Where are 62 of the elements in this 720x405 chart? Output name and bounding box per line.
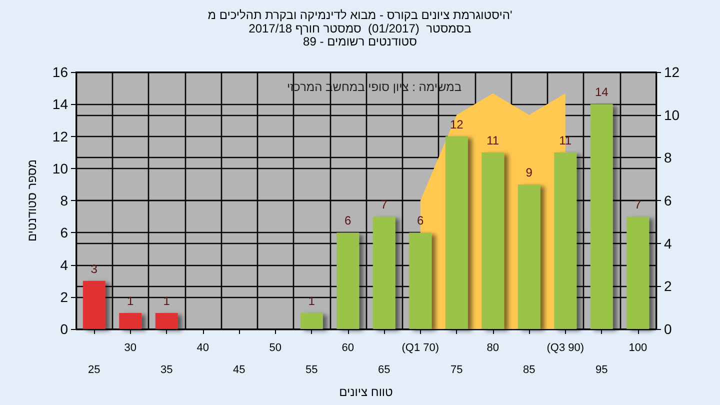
x-tick-label: 95	[596, 364, 608, 376]
y-tick-label: 8	[60, 192, 68, 208]
y-axis-title: מספר סטודנטים	[25, 159, 39, 242]
x-tick-label: 40	[196, 342, 209, 354]
data-label: 6	[417, 214, 424, 228]
x-tick-label: 65	[378, 364, 390, 376]
y-tick-label: 12	[52, 128, 68, 144]
x-tick-label: (Q1 70)	[402, 342, 440, 354]
x-tick-label: 30	[124, 342, 136, 354]
y2-tick-label: 8	[664, 150, 672, 166]
data-label: 1	[163, 294, 170, 308]
data-label: 11	[486, 133, 500, 148]
data-label: 12	[450, 117, 464, 132]
x-axis-title: טווח ציונים	[339, 384, 394, 399]
data-label: 3	[90, 262, 98, 276]
x-tick-label: 75	[450, 364, 463, 376]
bar	[518, 184, 540, 329]
x-tick-label: 80	[486, 342, 499, 354]
x-tick-label: 85	[523, 364, 536, 376]
x-tick-label: 50	[269, 342, 282, 354]
y2-tick-label: 2	[664, 278, 672, 294]
x-tick-label: 25	[88, 364, 100, 376]
data-label: 7	[634, 198, 642, 212]
data-label: 1	[127, 294, 134, 308]
y-tick-label: 0	[60, 321, 68, 337]
bar	[372, 216, 396, 329]
data-label: 9	[526, 165, 533, 180]
bar	[336, 232, 360, 329]
data-label: 14	[594, 85, 609, 100]
x-tick-label: 60	[342, 342, 354, 354]
bar	[409, 232, 432, 329]
bar	[482, 152, 504, 329]
bar	[590, 104, 613, 329]
chart-title: היסטוגרמת ציונים בקורס - מבוא לדינמיקה ובקרת תהליכים מ'	[208, 8, 512, 22]
x-tick-label: 45	[233, 364, 246, 376]
bar	[445, 136, 468, 329]
data-label: 6	[344, 214, 352, 228]
data-label: 1	[308, 294, 316, 308]
y2-tick-label: 12	[664, 64, 680, 80]
bar	[300, 312, 323, 329]
data-label: 7	[380, 198, 388, 212]
x-tick-label: 55	[306, 364, 318, 376]
y-tick-label: 14	[52, 96, 68, 112]
bar	[82, 280, 106, 329]
bar	[626, 216, 650, 329]
y2-tick-label: 6	[664, 192, 672, 208]
y-tick-label: 16	[52, 64, 68, 80]
chart-subtitle: בסמסטר (01/2017) סמסטר חורף 2017/18 סטודנטים רשומים - 89	[248, 22, 472, 48]
y-tick-label: 6	[60, 224, 68, 241]
x-tick-label: (Q3 90)	[546, 342, 584, 354]
y2-tick-label: 10	[664, 106, 680, 123]
y-tick-label: 2	[60, 288, 68, 305]
x-tick-label: 35	[160, 364, 173, 376]
y2-tick-label: 4	[664, 235, 672, 252]
bar	[155, 312, 178, 329]
y-tick-label: 4	[60, 256, 68, 273]
bar	[554, 152, 577, 329]
y-tick-label: 10	[52, 160, 68, 176]
data-label: 11	[559, 133, 572, 148]
y2-tick-label: 0	[664, 321, 672, 337]
bar	[119, 312, 142, 329]
x-tick-label: 100	[628, 342, 648, 354]
